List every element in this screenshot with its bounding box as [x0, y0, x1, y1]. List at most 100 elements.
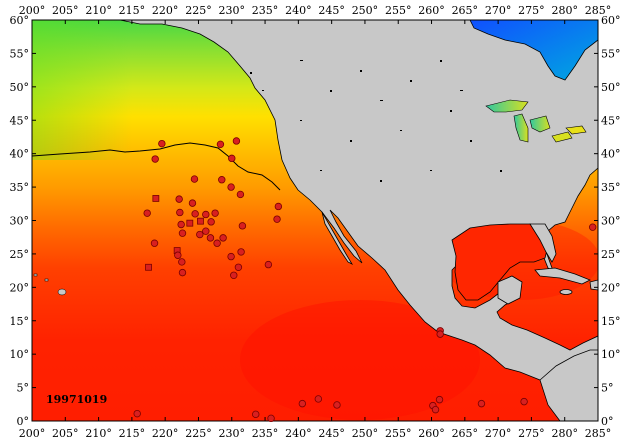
cuba: [534, 267, 591, 285]
great-lakes: [485, 99, 529, 113]
lon-tick-label: 235°: [252, 427, 279, 440]
hudson-bay: [469, 20, 598, 81]
float-marker: [232, 137, 241, 145]
lat-tick-label: 20°: [10, 281, 30, 294]
float-marker: [206, 234, 215, 242]
jamaica: [559, 289, 573, 295]
lon-tick-label: 220°: [152, 427, 179, 440]
float-marker: [267, 414, 275, 423]
lon-tick-label: 250°: [352, 4, 379, 17]
hawaii-island: [57, 288, 67, 296]
date-label: 19971019: [46, 393, 107, 406]
lon-tick-label: 270°: [485, 427, 512, 440]
float-marker: [188, 199, 197, 207]
float-marker: [186, 219, 194, 227]
lon-tick-label: 225°: [185, 427, 212, 440]
lon-tick-label: 200°: [19, 427, 46, 440]
float-marker: [298, 399, 307, 408]
float-marker: [133, 409, 141, 418]
lat-tick-label: 30°: [10, 215, 30, 228]
float-marker: [431, 405, 440, 414]
lon-tick-label: 245°: [318, 4, 345, 17]
lat-tick-label: 25°: [601, 248, 621, 261]
south-america-land: [539, 349, 598, 421]
lat-tick-label: 5°: [601, 382, 614, 395]
lon-tick-label: 265°: [452, 427, 479, 440]
float-marker: [150, 239, 159, 247]
lon-tick-label: 205°: [52, 4, 79, 17]
float-marker: [191, 210, 199, 218]
float-marker: [158, 139, 166, 148]
lon-tick-label: 215°: [119, 4, 146, 17]
lat-tick-label: 55°: [10, 47, 30, 60]
lon-tick-label: 260°: [418, 4, 445, 17]
lon-tick-label: 225°: [185, 4, 212, 17]
lat-tick-label: 30°: [601, 215, 621, 228]
lon-tick-label: 215°: [119, 427, 146, 440]
float-marker: [178, 268, 187, 277]
lon-tick-label: 275°: [518, 4, 545, 17]
float-marker: [238, 222, 247, 230]
lat-tick-label: 10°: [10, 348, 30, 361]
lon-tick-label: 240°: [285, 4, 312, 17]
lon-tick-label: 245°: [318, 427, 345, 440]
lat-tick-label: 35°: [601, 181, 621, 194]
lat-tick-label: 20°: [601, 281, 621, 294]
lat-tick-label: 15°: [10, 315, 30, 328]
lat-tick-label: 35°: [10, 181, 30, 194]
lon-tick-label: 280°: [551, 4, 578, 17]
lat-tick-label: 50°: [601, 81, 621, 94]
float-marker: [227, 183, 235, 191]
float-marker: [237, 248, 245, 256]
hispaniola: [589, 279, 598, 291]
float-marker: [230, 271, 238, 280]
lon-tick-label: 275°: [518, 427, 545, 440]
pacific-island: [33, 273, 38, 277]
lon-tick-label: 255°: [385, 4, 412, 17]
float-marker: [175, 195, 183, 203]
lat-tick-label: 60°: [601, 14, 621, 27]
float-marker: [202, 227, 210, 235]
florida-peninsula: [529, 223, 557, 263]
lon-tick-label: 210°: [85, 4, 112, 17]
float-marker: [152, 195, 160, 202]
yucatan-peninsula: [497, 275, 523, 305]
baja-california: [321, 211, 354, 265]
float-marker: [216, 140, 225, 149]
lat-tick-label: 15°: [601, 315, 621, 328]
lat-tick-label: 0°: [601, 415, 614, 428]
float-marker: [435, 395, 444, 404]
lon-tick-label: 220°: [152, 4, 179, 17]
float-marker: [178, 258, 186, 266]
great-lakes: [551, 131, 573, 143]
float-marker: [213, 239, 221, 247]
float-marker: [520, 397, 528, 406]
lat-tick-label: 45°: [601, 114, 621, 127]
lon-tick-label: 235°: [252, 4, 279, 17]
lat-tick-label: 5°: [17, 382, 30, 395]
lat-tick-label: 50°: [10, 81, 30, 94]
lon-tick-label: 265°: [452, 4, 479, 17]
float-marker: [436, 330, 444, 338]
float-marker: [219, 234, 227, 242]
lon-tick-label: 200°: [19, 4, 46, 17]
float-marker: [176, 208, 184, 217]
lon-tick-label: 250°: [352, 427, 379, 440]
lon-tick-label: 280°: [551, 427, 578, 440]
float-marker: [174, 251, 182, 259]
float-marker: [207, 218, 215, 226]
lat-tick-label: 60°: [10, 14, 30, 27]
float-marker: [227, 252, 235, 261]
lon-tick-label: 230°: [219, 427, 246, 440]
float-marker: [264, 260, 273, 269]
float-marker: [314, 395, 323, 403]
lat-tick-label: 40°: [601, 148, 621, 161]
front-line: [32, 142, 281, 191]
lat-tick-label: 25°: [10, 248, 30, 261]
float-marker: [252, 410, 260, 419]
lon-tick-label: 210°: [85, 427, 112, 440]
float-marker: [145, 263, 152, 271]
float-marker: [273, 215, 281, 223]
lon-tick-label: 205°: [52, 427, 79, 440]
float-marker: [178, 229, 187, 237]
